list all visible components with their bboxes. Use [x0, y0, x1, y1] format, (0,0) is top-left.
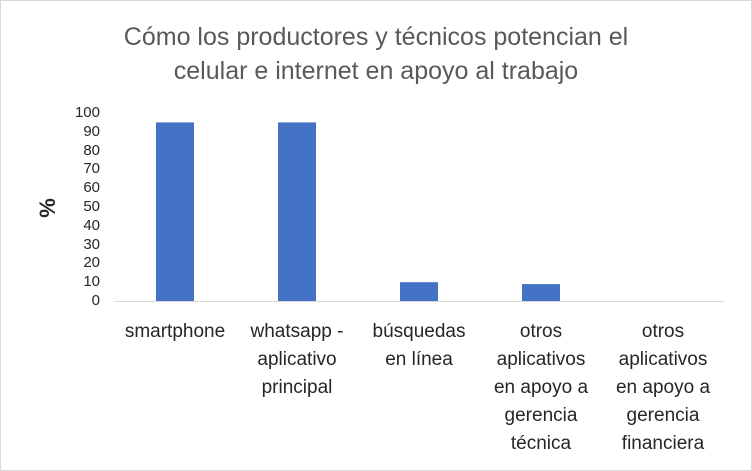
x-category-label-line: aplicativos [496, 349, 586, 370]
x-category-label: otros aplicativos en apoyo a gerencia técnic… [480, 318, 602, 458]
chart-title-line-1: Cómo los productores y técnicos potencia… [123, 23, 629, 51]
y-tick-label: 100 [74, 104, 100, 121]
y-tick-label: 30 [83, 235, 100, 253]
y-tick-label: 50 [83, 198, 100, 215]
bar-3 [522, 284, 560, 301]
y-tick-label: 40 [83, 216, 100, 234]
bar-2 [400, 282, 438, 301]
x-category-label-line: búsquedas [372, 321, 466, 342]
x-category-label: otros aplicativos en apoyo a gerencia financ… [602, 318, 724, 458]
x-category-label-line: aplicativos [618, 349, 708, 370]
y-tick-label: 20 [83, 254, 100, 272]
x-category-label-line: principal [261, 377, 333, 398]
x-category-label-line: aplicativo [257, 349, 337, 370]
x-category-label: búsquedas en línea [358, 318, 480, 374]
x-category-label-line: técnica [510, 433, 572, 454]
bar-1 [278, 122, 316, 302]
y-tick-label: 80 [83, 141, 100, 159]
y-tick-label: 0 [91, 292, 100, 309]
x-category-label-line: en línea [385, 349, 453, 370]
bar-0 [156, 122, 194, 302]
x-category-label: smartphone [114, 318, 236, 346]
x-category-label: whatsapp - aplicativo principal [236, 318, 358, 402]
x-category-label-line: otros [641, 321, 685, 342]
y-tick-label: 60 [83, 179, 100, 197]
x-category-label-line: financiera [621, 433, 705, 454]
x-category-label-line: en apoyo a [493, 377, 589, 398]
x-category-label-line: en apoyo a [615, 377, 711, 398]
x-category-label-line: smartphone [124, 321, 226, 342]
y-tick-label: 90 [83, 122, 100, 140]
x-category-label-line: otros [519, 321, 563, 342]
x-category-label-line: gerencia [626, 405, 700, 426]
y-tick-label: 10 [83, 273, 100, 291]
y-tick-label: 70 [83, 160, 100, 178]
x-category-label-line: whatsapp - [250, 321, 344, 342]
x-category-label-line: gerencia [504, 405, 578, 426]
chart-title: Cómo los productores y técnicos potencia… [0, 20, 752, 88]
chart-title-line-2: celular e internet en apoyo al trabajo [173, 57, 579, 85]
